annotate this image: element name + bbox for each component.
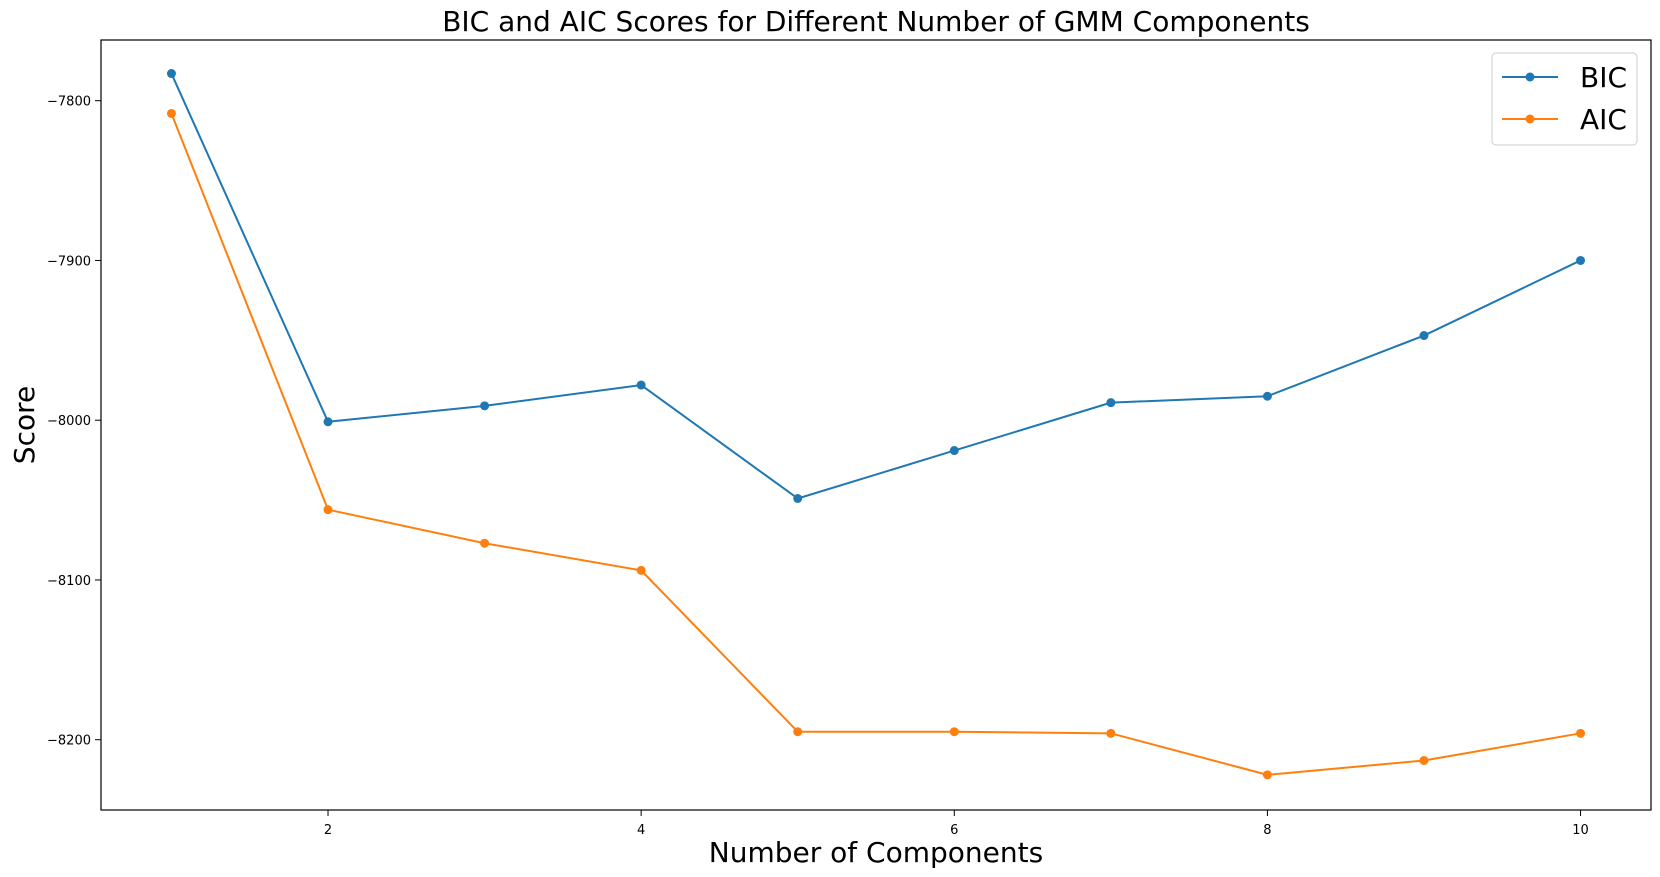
aic-data-point xyxy=(166,108,176,118)
y-tick-label: −8200 xyxy=(47,734,91,749)
bic-data-point xyxy=(949,446,959,456)
aic-data-point xyxy=(949,727,959,737)
legend-aic-marker xyxy=(1525,114,1535,124)
bic-data-point xyxy=(636,380,646,390)
bic-data-point xyxy=(480,401,490,411)
x-tick-label: 8 xyxy=(1263,823,1271,838)
x-tick-label: 2 xyxy=(324,823,332,838)
x-axis: 2 4 6 8 10 xyxy=(324,810,1589,838)
y-tick-label: −8000 xyxy=(47,414,91,429)
plot-area xyxy=(166,69,1586,780)
aic-data-point xyxy=(793,727,803,737)
bic-data-point xyxy=(1576,255,1586,265)
legend-bic-marker xyxy=(1525,72,1535,82)
bic-series-line xyxy=(170,73,1581,500)
aic-data-point xyxy=(323,505,333,515)
legend: BIC AIC xyxy=(1491,52,1638,146)
bic-data-point xyxy=(1262,391,1272,401)
aic-data-point xyxy=(1419,755,1429,765)
bic-data-point xyxy=(166,69,176,79)
plot-frame xyxy=(100,39,1652,811)
aic-series-line xyxy=(170,113,1581,776)
bic-data-point xyxy=(323,417,333,427)
aic-data-point xyxy=(636,565,646,575)
chart-title: BIC and AIC Scores for Different Number … xyxy=(442,5,1310,38)
bic-data-point xyxy=(793,493,803,503)
x-tick-label: 4 xyxy=(637,823,645,838)
bic-data-point xyxy=(1419,331,1429,341)
y-tick-label: −7800 xyxy=(47,95,91,110)
aic-data-point xyxy=(1106,728,1116,738)
y-axis-label: Score xyxy=(8,386,41,464)
x-axis-label: Number of Components xyxy=(709,836,1043,869)
y-axis: −7800 −7900 −8000 −8100 −8200 xyxy=(47,95,101,749)
y-tick-label: −7900 xyxy=(47,254,91,269)
aic-data-point xyxy=(480,538,490,548)
aic-data-point xyxy=(1262,770,1272,780)
legend-aic-label: AIC xyxy=(1580,103,1627,136)
aic-data-point xyxy=(1576,728,1586,738)
x-tick-label: 10 xyxy=(1572,823,1589,838)
x-tick-label: 6 xyxy=(950,823,958,838)
legend-bic-label: BIC xyxy=(1580,61,1627,94)
y-tick-label: −8100 xyxy=(47,574,91,589)
bic-data-point xyxy=(1106,398,1116,408)
